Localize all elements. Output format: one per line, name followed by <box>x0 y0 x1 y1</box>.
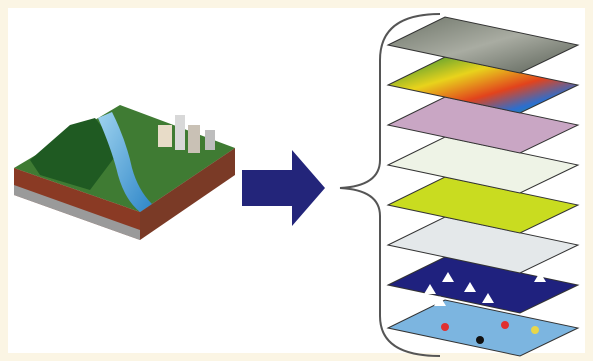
layer-symbols <box>386 256 580 314</box>
arrow <box>242 150 325 226</box>
building <box>205 130 215 150</box>
layer-roads <box>386 216 580 274</box>
layer-landuse <box>386 176 580 234</box>
building <box>188 125 200 153</box>
river <box>98 112 152 212</box>
layer-points <box>386 299 580 357</box>
layer-elevation <box>386 56 580 114</box>
layer-parcels <box>386 136 580 194</box>
layer-streets <box>386 96 580 154</box>
building <box>158 125 172 147</box>
symbol <box>482 293 494 303</box>
point <box>441 323 449 331</box>
symbol <box>534 272 546 282</box>
building <box>175 115 185 150</box>
symbol <box>434 296 446 306</box>
point <box>531 326 539 334</box>
point <box>476 336 484 344</box>
layer-stack <box>386 16 580 357</box>
terrain-bedrock <box>14 185 140 240</box>
point <box>501 321 509 329</box>
terrain-side-right <box>140 148 235 240</box>
symbol <box>464 282 476 292</box>
symbol <box>442 272 454 282</box>
terrain-block <box>14 105 235 240</box>
brace <box>339 13 441 357</box>
forest <box>30 118 120 190</box>
layer-imagery <box>386 16 580 74</box>
symbol <box>424 284 436 294</box>
